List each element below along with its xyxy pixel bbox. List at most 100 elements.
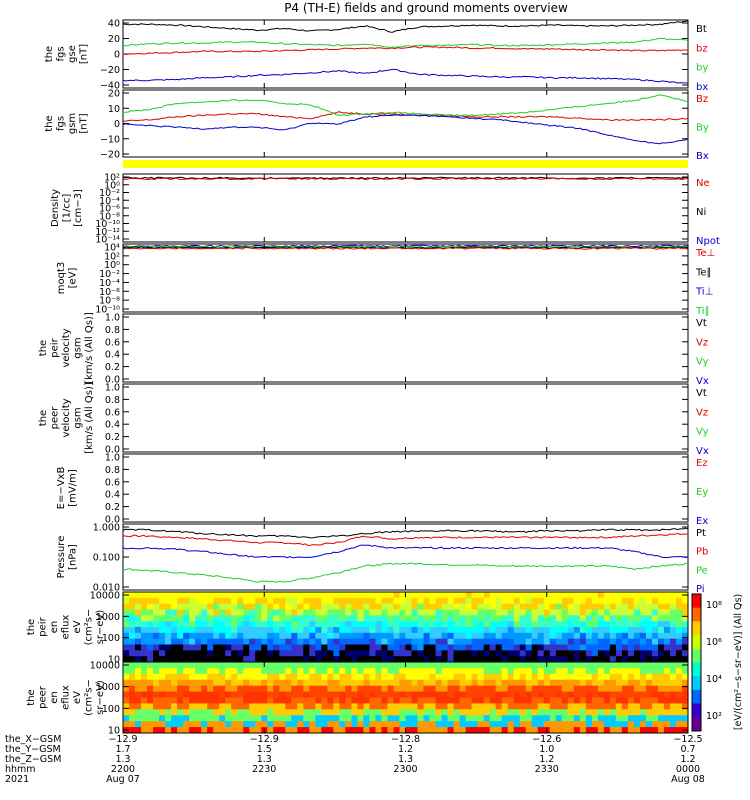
- spectrogram-cell: [579, 667, 587, 675]
- spectrogram-cell: [381, 603, 388, 610]
- orbit-value: −12.9: [250, 734, 279, 745]
- y-tick-label: 0.8: [105, 325, 120, 336]
- spectrogram-cell: [597, 703, 605, 710]
- spectrogram-cell: [657, 703, 665, 710]
- spectrogram-cell: [459, 644, 467, 651]
- series-line-pt: [122, 527, 689, 539]
- spectrogram-cell: [285, 609, 292, 616]
- spectrogram-cell: [651, 673, 659, 681]
- spectrogram-cell: [525, 632, 533, 640]
- spectrogram-cell: [597, 597, 605, 605]
- spectrogram-cell: [213, 615, 220, 622]
- spectrogram-cell: [303, 727, 310, 734]
- spectrogram-cell: [501, 703, 509, 710]
- spectrogram-cell: [675, 638, 683, 645]
- spectrogram-cell: [507, 727, 515, 734]
- spectrogram-cell: [285, 721, 292, 728]
- spectrogram-cell: [555, 662, 563, 669]
- spectrogram-cell: [501, 667, 509, 675]
- spectrogram-cell: [549, 715, 557, 722]
- spectrogram-cell: [309, 697, 316, 704]
- spectrogram-cell: [267, 727, 274, 734]
- spectrogram-cell: [585, 673, 593, 681]
- y-tick-label: 0.8: [105, 395, 120, 406]
- spectrogram-cell: [507, 597, 515, 605]
- spectrogram-cell: [555, 679, 563, 687]
- spectrogram-cell: [261, 650, 268, 657]
- spectrogram-cell: [579, 638, 587, 645]
- spectrogram-cell: [621, 609, 629, 616]
- spectrogram-cell: [249, 685, 256, 692]
- spectrogram-cell: [333, 632, 340, 640]
- spectrogram-cell: [237, 667, 244, 675]
- spectrogram-cell: [525, 673, 533, 681]
- spectrogram-cell: [255, 721, 262, 728]
- spectrogram-cell: [225, 727, 232, 734]
- spectrogram-cell: [345, 627, 352, 634]
- spectrogram-cell: [321, 638, 328, 645]
- spectrogram-cell: [339, 691, 346, 698]
- spectrogram-cell: [429, 656, 436, 663]
- spectrogram-cell: [675, 592, 683, 599]
- series-line-pi: [122, 544, 689, 559]
- spectrogram-cell: [375, 638, 382, 645]
- spectrogram-cell: [465, 592, 473, 599]
- spectrogram-cell: [303, 638, 310, 645]
- spectrogram-cell: [333, 673, 340, 681]
- spectrogram-cell: [675, 673, 683, 681]
- spectrogram-cell: [327, 638, 334, 645]
- spectrogram-cell: [423, 691, 430, 698]
- spectrogram-cell: [585, 709, 593, 716]
- legend-bz: Bz: [696, 94, 708, 105]
- spectrogram-cell: [675, 727, 683, 734]
- spectrogram-cell: [237, 627, 244, 634]
- spectrogram-cell: [591, 679, 599, 687]
- spectrogram-cell: [231, 727, 238, 734]
- spectrogram-cell: [447, 603, 454, 610]
- spectrogram-cell: [165, 627, 172, 634]
- spectrogram-cell: [231, 592, 238, 599]
- spectrogram-cell: [321, 644, 328, 651]
- spectrogram-cell: [183, 644, 190, 651]
- spectrogram-cell: [669, 709, 677, 716]
- spectrogram-cell: [165, 673, 172, 681]
- spectrogram-cell: [627, 727, 635, 734]
- spectrogram-cell: [507, 650, 515, 657]
- spectrogram-cell: [195, 697, 202, 704]
- spectrogram-cell: [519, 667, 527, 675]
- spectrogram-cell: [567, 662, 575, 669]
- y-tick-label: −20: [100, 150, 120, 161]
- spectrogram-cell: [129, 621, 136, 628]
- spectrogram-cell: [675, 621, 683, 628]
- spectrogram-cell: [195, 685, 202, 692]
- spectrogram-cell: [141, 656, 148, 663]
- spectrogram-cell: [249, 691, 256, 698]
- spectrogram-cell: [681, 638, 689, 645]
- spectrogram-cell: [441, 673, 448, 681]
- spectrogram-cell: [513, 697, 521, 704]
- spectrogram-cell: [675, 656, 683, 663]
- spectrogram-cell: [651, 691, 659, 698]
- spectrogram-cell: [321, 656, 328, 663]
- spectrogram-cell: [189, 650, 196, 657]
- spectrogram-cell: [681, 679, 689, 687]
- spectrogram-cell: [351, 615, 358, 622]
- spectrogram-cell: [561, 667, 569, 675]
- spectrogram-cell: [129, 644, 136, 651]
- orbit-value: 1.3: [257, 754, 272, 765]
- spectrogram-cell: [225, 656, 232, 663]
- spectrogram-cell: [531, 691, 539, 698]
- spectrogram-cell: [345, 638, 352, 645]
- spectrogram-cell: [393, 632, 400, 640]
- spectrogram-cell: [291, 597, 298, 605]
- spectrogram-cell: [627, 709, 635, 716]
- spectrogram-cell: [423, 667, 430, 675]
- spectrogram-cell: [183, 709, 190, 716]
- spectrogram-cell: [411, 609, 418, 616]
- y-axis-label: eflux: [61, 685, 72, 710]
- spectrogram-cell: [315, 592, 322, 599]
- orbit-value: 1.2: [398, 744, 413, 755]
- y-tick-label: 0.010: [93, 583, 120, 594]
- spectrogram-cell: [591, 715, 599, 722]
- spectrogram-cell: [483, 592, 491, 599]
